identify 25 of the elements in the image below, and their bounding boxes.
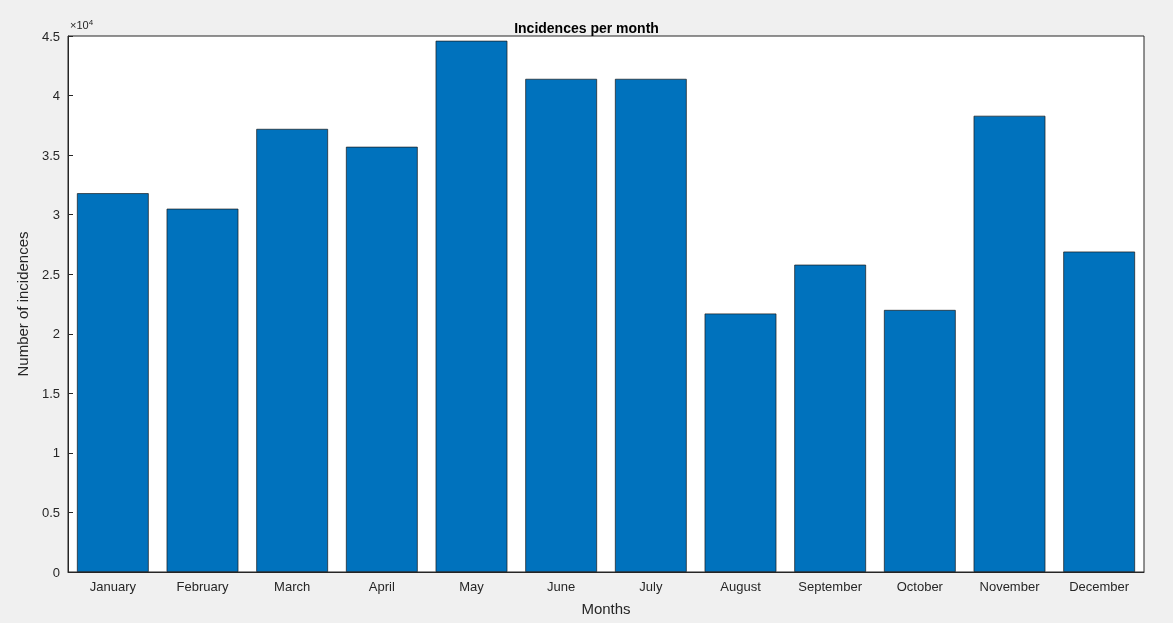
y-tick-label: 2.5 [41,266,60,282]
y-tick-label: 3 [52,207,60,223]
x-axis-title: Months [581,600,631,617]
y-tick-label: 3.5 [41,147,60,163]
x-tick-label: March [274,579,311,594]
x-tick-label: November [979,579,1041,594]
x-tick-label: June [547,579,576,594]
y-tick-label: 1.5 [41,385,60,401]
y-tick-label: 2 [52,326,60,342]
x-tick-label: January [89,579,137,594]
x-tick-label: May [459,579,485,594]
x-tick-label: February [176,579,229,594]
y-tick-label: 4.5 [41,28,60,44]
x-tick-label: September [798,579,863,594]
y-axis-title: Number of incidences [14,231,31,377]
y-tick-label: 1 [52,445,60,461]
y-tick-label: 0 [52,564,60,580]
x-tick-label: April [368,579,395,594]
x-tick-label: August [720,579,762,594]
chart-title: Incidences per month [514,20,659,36]
y-tick-label: 4 [52,88,60,104]
x-tick-label: July [639,579,663,594]
x-tick-label: December [1069,579,1130,594]
x-tick-label: October [896,579,944,594]
y-tick-label: 0.5 [41,504,60,520]
